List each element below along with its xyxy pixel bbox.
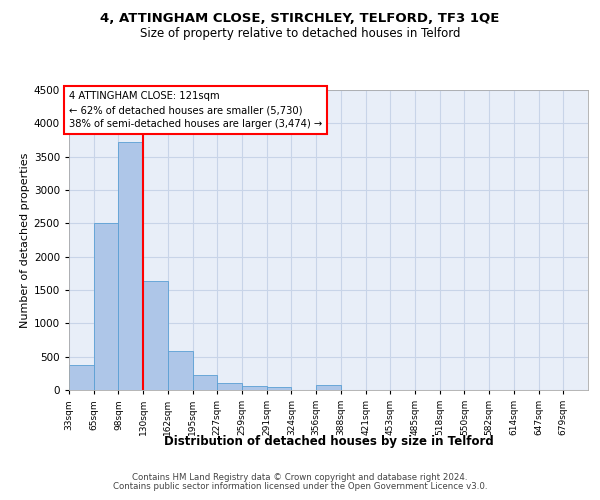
Text: Contains public sector information licensed under the Open Government Licence v3: Contains public sector information licen… xyxy=(113,482,487,491)
Bar xyxy=(242,386,267,390)
Bar xyxy=(118,142,143,390)
Text: Distribution of detached houses by size in Telford: Distribution of detached houses by size … xyxy=(164,435,494,448)
Text: Size of property relative to detached houses in Telford: Size of property relative to detached ho… xyxy=(140,28,460,40)
Bar xyxy=(316,386,341,390)
Bar xyxy=(193,374,217,390)
Bar xyxy=(267,386,292,390)
Bar xyxy=(168,350,193,390)
Text: 4 ATTINGHAM CLOSE: 121sqm
← 62% of detached houses are smaller (5,730)
38% of se: 4 ATTINGHAM CLOSE: 121sqm ← 62% of detac… xyxy=(69,92,322,130)
Text: 4, ATTINGHAM CLOSE, STIRCHLEY, TELFORD, TF3 1QE: 4, ATTINGHAM CLOSE, STIRCHLEY, TELFORD, … xyxy=(100,12,500,26)
Y-axis label: Number of detached properties: Number of detached properties xyxy=(20,152,29,328)
Bar xyxy=(94,222,118,390)
Text: Contains HM Land Registry data © Crown copyright and database right 2024.: Contains HM Land Registry data © Crown c… xyxy=(132,474,468,482)
Bar xyxy=(217,383,242,390)
Bar xyxy=(143,282,168,390)
Bar xyxy=(69,366,94,390)
